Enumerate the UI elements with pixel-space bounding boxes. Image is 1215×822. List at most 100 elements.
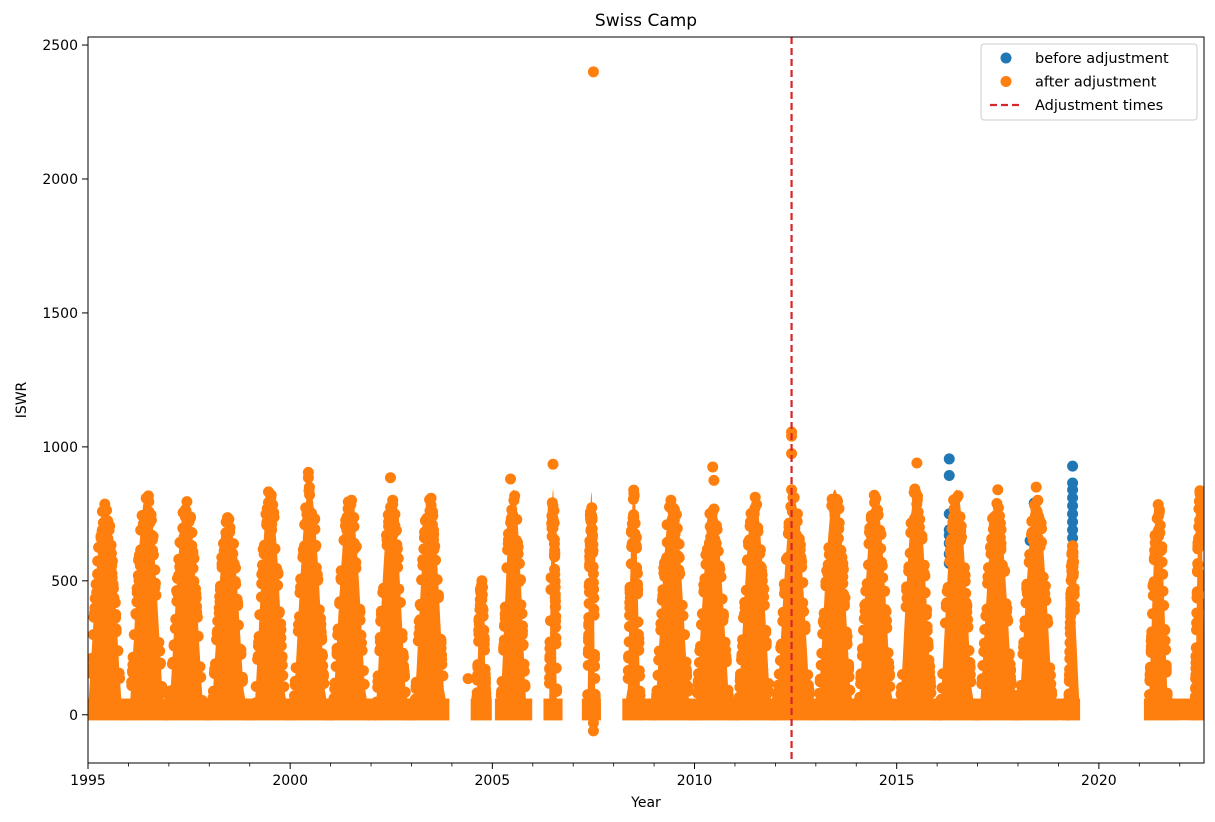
point-after-adjustment <box>164 701 176 713</box>
point-after-adjustment <box>515 599 527 611</box>
point-after-adjustment <box>1021 586 1033 598</box>
point-after-adjustment <box>147 530 159 542</box>
point-after-adjustment <box>1063 673 1075 685</box>
point-after-adjustment <box>1065 608 1077 620</box>
point-after-adjustment <box>424 494 436 506</box>
point-after-adjustment <box>877 572 889 584</box>
point-after-adjustment <box>501 562 513 574</box>
point-after-adjustment <box>814 687 825 699</box>
point-after-adjustment <box>302 472 314 484</box>
point-after-adjustment <box>1063 693 1075 705</box>
point-after-adjustment <box>755 560 767 572</box>
point-after-adjustment <box>384 472 396 484</box>
y-axis: 0 500 1000 1500 2000 2500 <box>42 38 88 724</box>
point-after-adjustment <box>252 640 264 652</box>
point-after-adjustment <box>714 563 726 575</box>
point-after-adjustment <box>745 508 757 519</box>
point-after-adjustment <box>583 620 595 632</box>
point-after-adjustment <box>1157 568 1169 580</box>
y-tick-label: 500 <box>51 574 78 590</box>
point-after-adjustment <box>496 676 508 687</box>
point-after-adjustment <box>88 629 99 641</box>
point-after-adjustment <box>919 586 931 598</box>
point-after-adjustment <box>1153 507 1165 518</box>
season-band <box>689 503 735 721</box>
point-after-adjustment <box>1044 662 1056 674</box>
point-after-adjustment <box>775 642 787 654</box>
point-after-adjustment <box>516 608 528 620</box>
season-band <box>470 575 492 721</box>
point-after-adjustment <box>880 606 892 618</box>
point-before-adjustment <box>1067 500 1079 512</box>
point-after-adjustment <box>799 624 811 636</box>
point-after-adjustment <box>818 618 830 630</box>
point-after-adjustment <box>632 616 644 628</box>
point-after-adjustment <box>388 515 400 527</box>
point-after-adjustment <box>171 587 183 599</box>
point-after-adjustment <box>470 709 482 721</box>
point-after-adjustment <box>428 544 440 556</box>
point-after-adjustment <box>803 689 815 701</box>
point-after-adjustment <box>1190 642 1202 654</box>
point-after-adjustment <box>127 667 139 679</box>
point-after-adjustment <box>462 673 474 685</box>
point-after-adjustment <box>948 511 960 523</box>
point-after-adjustment <box>940 598 952 610</box>
point-after-adjustment <box>795 554 807 566</box>
point-after-adjustment <box>500 607 511 619</box>
point-after-adjustment <box>545 572 557 584</box>
point-after-adjustment <box>370 709 382 721</box>
point-after-adjustment <box>585 506 596 518</box>
point-after-adjustment <box>93 541 105 553</box>
point-after-adjustment <box>263 497 274 508</box>
plot-data-layer <box>88 66 1204 737</box>
point-after-adjustment <box>692 675 704 687</box>
point-after-adjustment <box>1195 500 1204 511</box>
point-after-adjustment <box>960 587 972 599</box>
point-after-adjustment <box>253 631 265 642</box>
point-after-adjustment <box>837 578 849 590</box>
point-after-adjustment <box>431 574 443 586</box>
point-after-adjustment <box>740 584 752 596</box>
point-after-adjustment <box>98 506 110 518</box>
season-band <box>972 498 1018 721</box>
point-after-adjustment <box>381 529 392 541</box>
point-after-adjustment <box>127 659 139 671</box>
point-after-adjustment <box>962 614 974 626</box>
point-after-adjustment <box>551 683 563 695</box>
point-after-adjustment <box>505 473 517 485</box>
season-band <box>163 496 209 721</box>
point-after-adjustment <box>673 538 685 550</box>
point-after-adjustment <box>742 536 754 548</box>
point-after-adjustment <box>471 692 483 703</box>
season-band <box>1012 494 1058 721</box>
point-after-adjustment <box>777 615 789 627</box>
point-after-adjustment <box>777 606 789 618</box>
point-after-adjustment <box>1025 548 1037 560</box>
point-after-adjustment <box>818 607 830 619</box>
legend-label: before adjustment <box>1035 51 1169 67</box>
point-after-adjustment <box>589 673 601 684</box>
point-after-adjustment <box>707 461 719 473</box>
point-after-adjustment <box>432 589 444 601</box>
point-after-adjustment <box>693 657 705 668</box>
point-after-adjustment <box>1161 687 1173 699</box>
point-after-adjustment <box>252 650 264 662</box>
point-after-adjustment <box>92 568 104 580</box>
point-after-adjustment <box>704 508 716 520</box>
point-after-adjustment <box>700 558 712 570</box>
point-after-adjustment <box>313 604 325 616</box>
point-after-adjustment <box>154 645 166 657</box>
point-after-adjustment <box>816 647 828 659</box>
point-after-adjustment <box>176 538 188 550</box>
point-after-adjustment <box>977 660 989 671</box>
point-after-adjustment <box>188 575 200 587</box>
point-after-adjustment <box>786 448 798 460</box>
point-after-adjustment <box>475 589 487 601</box>
point-before-adjustment <box>1067 508 1079 520</box>
point-after-adjustment <box>797 577 809 589</box>
point-after-adjustment <box>739 596 751 608</box>
x-axis-label: Year <box>630 795 661 811</box>
point-after-adjustment <box>945 548 957 559</box>
point-after-adjustment <box>544 653 556 665</box>
